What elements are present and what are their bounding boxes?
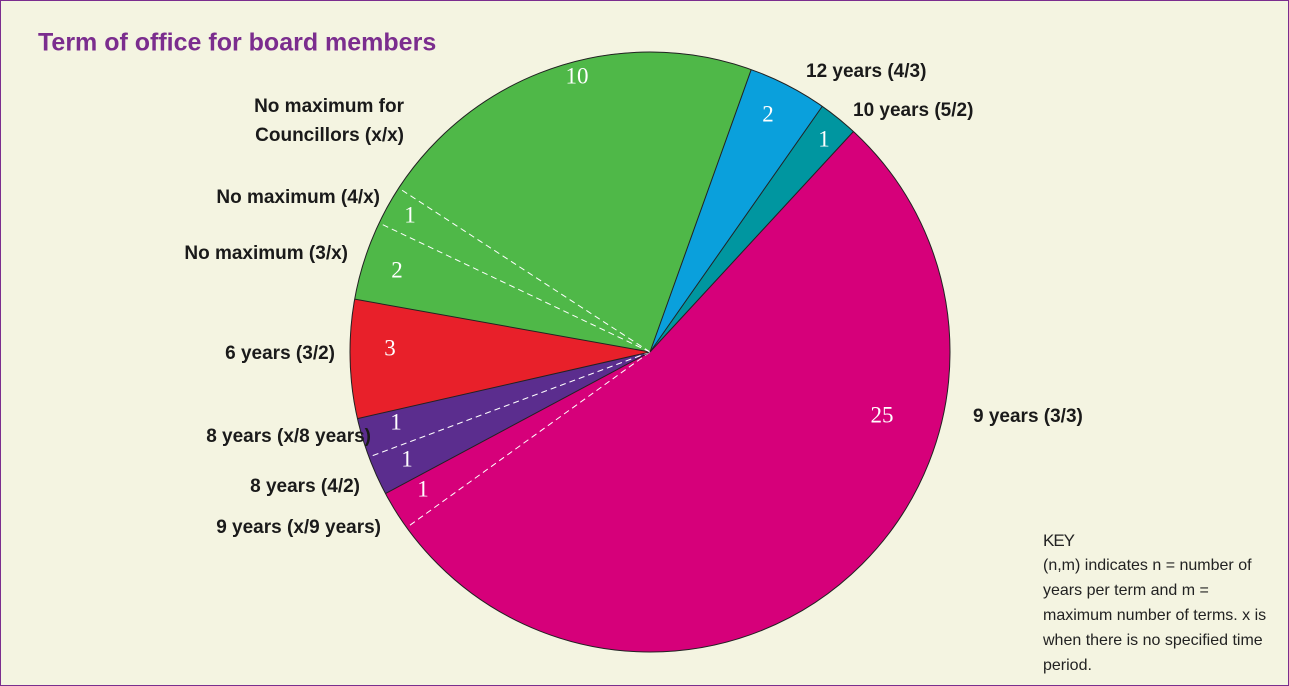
slice-border xyxy=(398,187,651,353)
slice-border xyxy=(378,222,651,353)
slice-border xyxy=(354,298,651,353)
slice-label: 9 years (x/9 years) xyxy=(216,517,381,538)
value-label: 1 xyxy=(404,202,416,227)
slice-label: No maximum (4/x) xyxy=(216,187,380,208)
value-label: 2 xyxy=(762,101,774,126)
value-label: 1 xyxy=(818,126,830,151)
chart-title: Term of office for board members xyxy=(38,29,436,57)
slice-border xyxy=(649,131,854,353)
slice-label: 6 years (3/2) xyxy=(225,343,335,364)
value-label: 1 xyxy=(417,476,429,501)
slice-label: 10 years (5/2) xyxy=(853,100,973,121)
slice-label: No maximum for Councillors (x/x) xyxy=(254,96,405,146)
slice-border xyxy=(649,69,752,353)
value-label: 3 xyxy=(384,335,396,360)
slice-label: 8 years (x/8 years) xyxy=(206,426,371,447)
key-text: (n,m) indicates n = number of years per … xyxy=(1043,557,1267,674)
pie-outline xyxy=(349,51,951,653)
key-title: KEY xyxy=(1043,531,1075,550)
slice-border xyxy=(357,351,651,420)
slice-border xyxy=(385,351,651,494)
value-label: 25 xyxy=(871,402,894,427)
value-label: 1 xyxy=(401,446,413,471)
slice-border xyxy=(406,351,651,528)
slice-border xyxy=(649,106,823,353)
slice-label: No maximum (3/x) xyxy=(184,243,348,264)
slice-label-line: No maximum for xyxy=(254,96,405,117)
slice-label: 12 years (4/3) xyxy=(806,61,926,82)
slice-border xyxy=(368,351,651,458)
slice-label: 9 years (3/3) xyxy=(973,406,1083,427)
value-label: 10 xyxy=(566,63,589,88)
value-label: 1 xyxy=(390,409,402,434)
slice-label-line: Councillors (x/x) xyxy=(255,125,404,146)
slice-label: 8 years (4/2) xyxy=(250,476,360,497)
value-label: 2 xyxy=(391,257,403,282)
key: KEY (n,m) indicates n = number of years … xyxy=(1043,528,1273,678)
